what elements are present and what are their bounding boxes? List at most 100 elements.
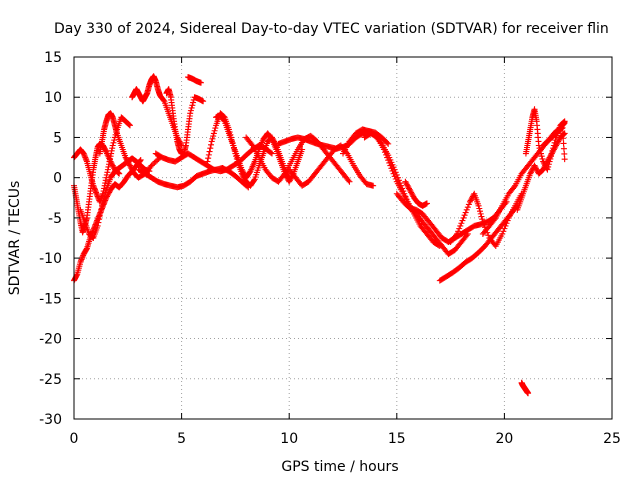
y-tick-label: -15 <box>39 291 62 307</box>
data-point <box>286 178 293 185</box>
data-point <box>466 198 473 205</box>
data-point <box>386 159 393 166</box>
data-point <box>241 170 248 177</box>
data-point <box>160 97 167 104</box>
data-points-layer <box>71 73 568 397</box>
series-arc-mid-upper <box>152 142 275 175</box>
series-arc-13-hump <box>340 126 443 250</box>
data-point <box>212 125 219 132</box>
data-point <box>154 157 161 164</box>
data-point <box>384 154 391 161</box>
data-point <box>390 170 397 177</box>
data-point <box>95 219 102 226</box>
data-point <box>525 390 532 397</box>
data-point <box>546 158 553 165</box>
data-point <box>207 145 214 152</box>
data-point <box>152 158 159 165</box>
data-point <box>125 121 132 128</box>
data-point <box>455 228 462 235</box>
data-point <box>246 169 253 176</box>
data-point <box>461 212 468 219</box>
data-point <box>128 165 135 172</box>
data-point <box>346 178 353 185</box>
data-point <box>476 205 483 212</box>
data-point <box>239 167 246 174</box>
data-point <box>385 157 392 164</box>
data-point <box>561 156 568 163</box>
data-point <box>409 192 416 199</box>
data-point <box>208 141 215 148</box>
data-point <box>126 162 133 169</box>
series-arc-4.5-peak <box>163 86 207 157</box>
data-point <box>527 169 534 176</box>
data-point <box>503 220 510 227</box>
data-point <box>248 141 255 148</box>
data-point <box>109 142 116 149</box>
data-point <box>126 121 133 128</box>
data-point <box>405 184 412 191</box>
data-point <box>268 150 275 157</box>
data-point <box>111 137 118 144</box>
data-point <box>211 127 218 134</box>
data-point <box>545 161 552 168</box>
data-point <box>97 209 104 216</box>
ticks-layer <box>73 56 613 420</box>
chart-title: Day 330 of 2024, Sidereal Day-to-day VTE… <box>54 21 609 37</box>
data-point <box>537 147 544 154</box>
data-point <box>151 159 158 166</box>
data-point <box>187 107 194 114</box>
data-point <box>404 182 411 189</box>
data-point <box>388 165 395 172</box>
data-point <box>423 200 430 207</box>
data-point <box>502 222 509 229</box>
data-point <box>536 145 543 152</box>
data-point <box>101 194 108 201</box>
data-point <box>549 147 556 154</box>
data-point <box>122 154 129 161</box>
x-tick-label: 10 <box>280 431 298 447</box>
data-point <box>544 166 551 173</box>
data-point <box>129 167 136 174</box>
data-point <box>560 119 567 126</box>
y-axis-title: SDTVAR / TECUs <box>7 181 23 296</box>
data-point <box>468 196 475 203</box>
data-point <box>391 173 398 180</box>
tick-labels-layer: 0 5 10 15 20 25 15 10 5 0 -5 -10 -15 -20 -25 -30 <box>39 50 621 447</box>
data-point <box>543 165 550 172</box>
data-point <box>406 186 413 193</box>
y-tick-label: 15 <box>44 50 62 66</box>
data-point <box>407 188 414 195</box>
data-point <box>385 140 392 147</box>
data-point <box>532 165 539 172</box>
y-tick-label: 10 <box>44 90 62 106</box>
data-point <box>501 225 508 232</box>
data-point <box>403 180 410 187</box>
data-point <box>98 206 105 213</box>
data-point <box>381 149 388 156</box>
data-point <box>475 202 482 209</box>
data-point <box>499 230 506 237</box>
data-point <box>560 119 567 126</box>
data-point <box>189 102 196 109</box>
data-point <box>370 182 377 189</box>
series-arc-left-mid <box>77 155 153 241</box>
data-point <box>467 197 474 204</box>
data-point <box>105 190 112 197</box>
data-point <box>542 162 549 169</box>
data-point <box>188 104 195 111</box>
data-point <box>457 222 464 229</box>
x-axis-title: GPS time / hours <box>281 459 398 475</box>
data-point <box>405 185 412 192</box>
data-point <box>146 168 153 175</box>
data-point <box>555 138 562 145</box>
data-point <box>548 153 555 160</box>
data-point <box>149 161 156 168</box>
data-point <box>126 122 133 129</box>
data-point <box>389 167 396 174</box>
data-point <box>267 149 274 156</box>
data-point <box>187 110 194 117</box>
data-point <box>548 150 555 157</box>
data-point <box>547 155 554 162</box>
data-point <box>380 146 387 153</box>
